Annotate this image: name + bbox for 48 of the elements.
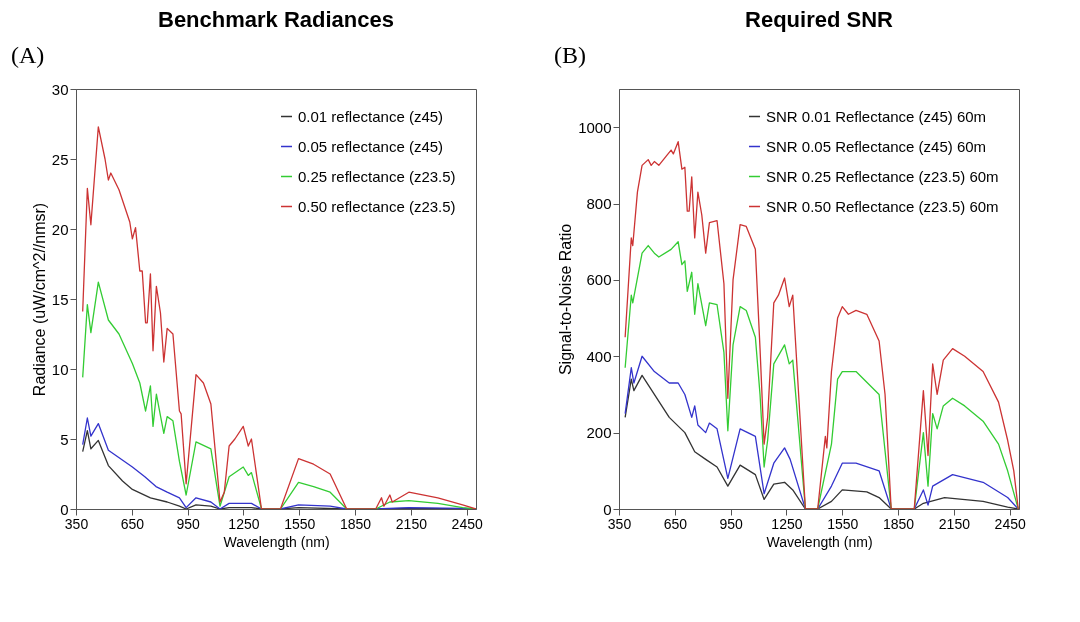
y-tick-label: 25 <box>51 150 69 168</box>
chart-title: Benchmark Radiances <box>158 7 394 32</box>
x-tick-label: 650 <box>120 515 145 532</box>
legend-label: 0.25 reflectance (z23.5) <box>298 167 456 185</box>
y-tick-label: 800 <box>586 195 612 213</box>
y-tick-label: 30 <box>51 80 69 98</box>
legend-label: SNR 0.50 Reflectance (z23.5) 60m <box>766 197 999 215</box>
x-tick-label: 950 <box>719 515 744 532</box>
legend-label: 0.05 reflectance (z45) <box>298 137 444 155</box>
y-tick-label: 5 <box>60 430 69 448</box>
y-tick-label: 400 <box>586 347 612 365</box>
x-tick-label: 2450 <box>994 515 1026 532</box>
y-tick-label: 20 <box>51 220 69 238</box>
legend-label: SNR 0.25 Reflectance (z23.5) 60m <box>766 167 999 185</box>
x-axis-title: Wavelength (nm) <box>223 533 330 550</box>
y-tick-label: 200 <box>586 424 612 442</box>
line-series <box>82 126 476 509</box>
x-axis-title: Wavelength (nm) <box>766 533 873 550</box>
chart-title: Required SNR <box>745 7 894 32</box>
x-tick-label: 1850 <box>339 515 372 532</box>
x-tick-label: 2150 <box>938 515 971 532</box>
y-axis-title: Radiance (uW/cm^2//nmsr) <box>30 202 48 397</box>
line-series <box>624 141 1019 509</box>
x-tick-label: 350 <box>64 515 89 532</box>
y-axis-title: Signal-to-Noise Ratio <box>557 223 575 376</box>
y-tick-label: 1000 <box>578 118 612 136</box>
y-tick-label: 0 <box>603 500 612 518</box>
x-tick-label: 350 <box>607 515 632 532</box>
x-tick-label: 950 <box>176 515 201 532</box>
legend-label: SNR 0.01 Reflectance (z45) 60m <box>766 107 987 125</box>
legend-label: 0.01 reflectance (z45) <box>298 107 444 125</box>
text: (B) <box>554 42 586 68</box>
legend-label: 0.50 reflectance (z23.5) <box>298 197 456 215</box>
x-tick-label: 2150 <box>395 515 428 532</box>
line-series <box>624 241 1019 509</box>
text: (A) <box>11 42 45 68</box>
x-tick-label: 1250 <box>771 515 803 532</box>
x-tick-label: 2450 <box>451 515 483 532</box>
x-tick-label: 1550 <box>827 515 859 532</box>
x-tick-label: 1550 <box>284 515 316 532</box>
x-tick-label: 1250 <box>228 515 260 532</box>
y-tick-label: 600 <box>586 271 612 289</box>
y-tick-label: 10 <box>51 360 69 378</box>
y-tick-label: 15 <box>51 290 69 308</box>
x-tick-label: 1850 <box>882 515 915 532</box>
legend-label: SNR 0.05 Reflectance (z45) 60m <box>766 137 987 155</box>
y-tick-label: 0 <box>60 500 69 518</box>
x-tick-label: 650 <box>663 515 688 532</box>
